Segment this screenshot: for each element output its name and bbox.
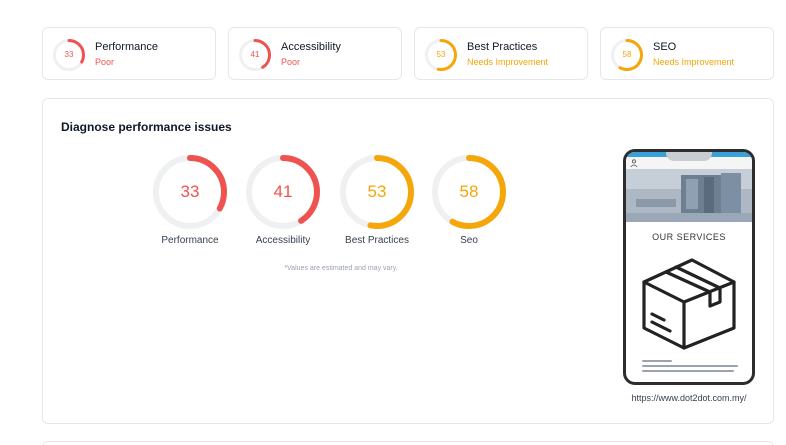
summary-card-accessibility[interactable]: 41 Accessibility Poor (228, 27, 402, 80)
preview-menu-strip (626, 157, 752, 169)
gauge-arc (153, 155, 227, 229)
summary-title-seo: SEO (653, 41, 677, 53)
gauge-ring-best-practices (340, 155, 414, 229)
mini-score-performance: 33 (64, 50, 74, 59)
gauge-arc (239, 39, 271, 71)
gauge-best-practices: 53 Best Practices (340, 155, 414, 246)
summary-status-best-practices: Needs Improvement (467, 57, 549, 67)
gauge-svg (611, 39, 643, 71)
summary-card-seo[interactable]: 58 SEO Needs Improvement (600, 27, 774, 80)
gauge-arc (340, 155, 414, 229)
diagnose-panel: Diagnose performance issues 33 Performan… (42, 98, 774, 424)
summary-title-best-practices: Best Practices (467, 41, 538, 53)
summary-title-accessibility: Accessibility (281, 41, 341, 53)
mini-gauge-performance (53, 39, 85, 71)
summary-title-performance: Performance (95, 41, 158, 53)
mini-score-best-practices: 53 (436, 50, 446, 59)
summary-status-accessibility: Poor (281, 57, 301, 67)
box-icon (642, 258, 736, 350)
mini-gauge-accessibility (239, 39, 271, 71)
user-icon (630, 159, 638, 167)
gauge-arc (425, 39, 457, 71)
preview-caption-line (642, 370, 734, 372)
mobile-screenshot-preview: OUR SERVICES (623, 149, 755, 385)
gauge-seo: 58 Seo (432, 155, 506, 246)
gauge-arc (611, 39, 643, 71)
summary-card-best-practices[interactable]: 53 Best Practices Needs Improvement (414, 27, 588, 80)
preview-caption-line (642, 365, 738, 367)
summary-card-performance[interactable]: 33 Performance Poor (42, 27, 216, 80)
mini-score-seo: 58 (622, 50, 632, 59)
gauge-ring-accessibility (246, 155, 320, 229)
preview-services-title: OUR SERVICES (652, 232, 726, 242)
gauge-accessibility: 41 Accessibility (246, 155, 320, 246)
mini-score-accessibility: 41 (250, 50, 260, 59)
gauge-svg (340, 155, 414, 229)
gauge-svg (239, 39, 271, 71)
gauge-score-performance: 33 (180, 182, 200, 201)
disclaimer-text: *Values are estimated and may vary. (284, 265, 398, 272)
gauge-label-seo: Seo (460, 235, 478, 246)
preview-url[interactable]: https://www.dot2dot.com.my/ (631, 393, 747, 403)
gauge-label-accessibility: Accessibility (255, 235, 311, 246)
gauge-svg (425, 39, 457, 71)
gauge-svg (432, 155, 506, 229)
gauge-arc (246, 155, 320, 229)
gauge-ring-performance (153, 155, 227, 229)
next-panel (42, 441, 774, 445)
preview-caption-line (642, 360, 672, 362)
gauge-performance: 33 Performance (153, 155, 227, 246)
gauge-label-best-practices: Best Practices (345, 235, 409, 246)
panel-title: Diagnose performance issues (61, 120, 232, 134)
gauge-label-performance: Performance (161, 235, 219, 246)
mini-gauge-best-practices (425, 39, 457, 71)
gauge-score-best-practices: 53 (367, 182, 387, 201)
mini-gauge-seo (611, 39, 643, 71)
summary-status-seo: Needs Improvement (653, 57, 735, 67)
gauge-svg (246, 155, 320, 229)
gauge-svg (153, 155, 227, 229)
summary-status-performance: Poor (95, 57, 115, 67)
gauge-score-accessibility: 41 (273, 182, 293, 201)
phone-notch (666, 152, 712, 161)
gauge-ring-seo (432, 155, 506, 229)
gauge-svg (53, 39, 85, 71)
preview-hero-image (626, 169, 752, 222)
score-summary-row: 33 Performance Poor 41 Accessibility Poo… (42, 27, 774, 80)
gauge-score-seo: 58 (459, 182, 479, 201)
gauge-arc (432, 155, 506, 229)
gauge-arc (53, 39, 85, 71)
